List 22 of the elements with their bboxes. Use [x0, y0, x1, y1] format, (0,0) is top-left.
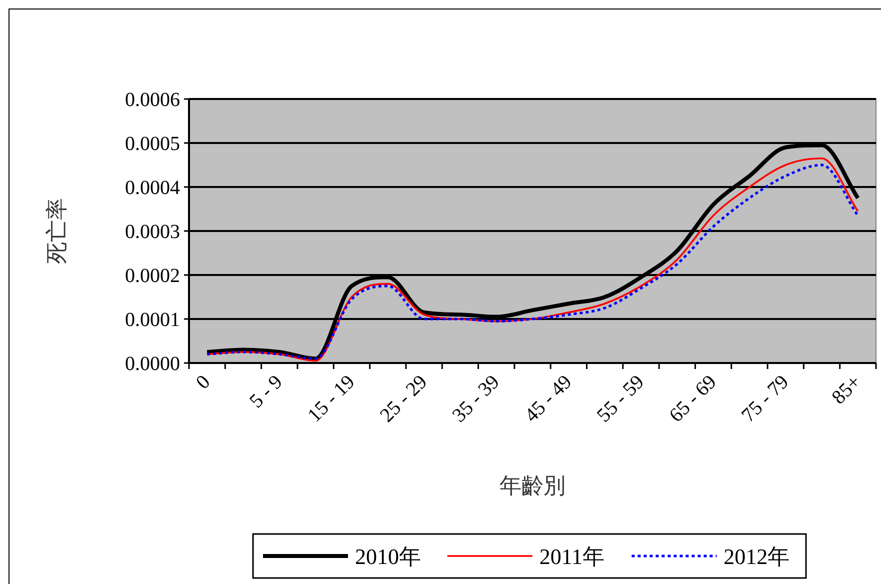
x-tick-label: 0: [192, 370, 215, 394]
y-tick-label: 0.0006: [125, 89, 180, 111]
x-tick-label: 85+: [828, 370, 866, 409]
x-tick-label: 15 - 19: [304, 370, 360, 427]
y-axis-title: 死亡率: [44, 198, 69, 264]
y-tick-label: 0.0004: [125, 177, 180, 199]
x-tick-label: 45 - 49: [520, 370, 576, 427]
x-tick-label: 35 - 39: [448, 370, 504, 427]
x-axis-title: 年齡別: [500, 473, 566, 498]
y-tick-label: 0.0002: [125, 265, 180, 287]
legend-label: 2010年: [355, 544, 421, 569]
y-tick-label: 0.0001: [125, 309, 180, 331]
x-tick-label: 5 - 9: [245, 370, 287, 412]
y-tick-label: 0.0003: [125, 221, 180, 243]
x-tick-label: 75 - 79: [738, 370, 794, 427]
x-tick-label: 55 - 59: [592, 370, 649, 427]
y-tick-label: 0.0000: [125, 353, 180, 375]
legend-label: 2011年: [539, 544, 605, 569]
legend-label: 2012年: [724, 544, 790, 569]
x-tick-label: 25 - 29: [376, 370, 432, 427]
x-tick-label: 65 - 69: [665, 370, 721, 427]
y-tick-label: 0.0005: [125, 133, 180, 155]
